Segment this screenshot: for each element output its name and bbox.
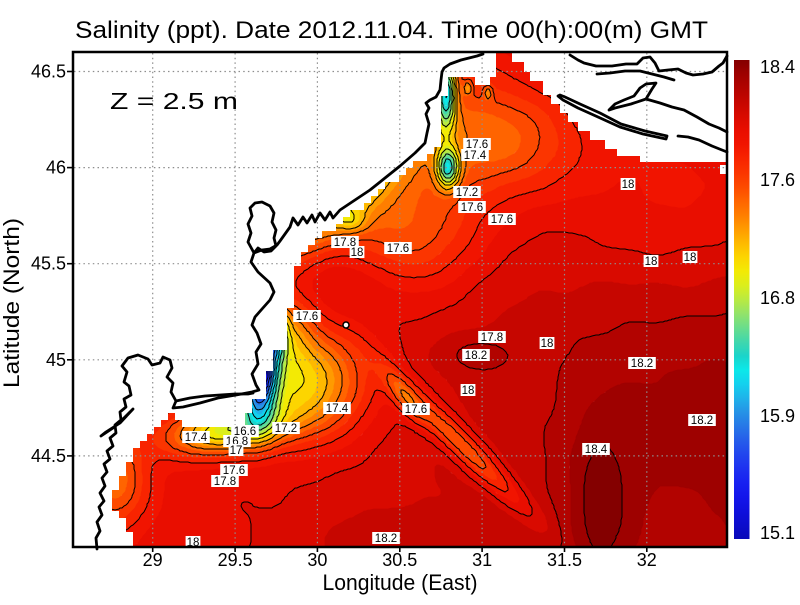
svg-text:16.8: 16.8 (760, 288, 795, 308)
svg-text:17.4: 17.4 (185, 432, 208, 444)
svg-text:45.5: 45.5 (31, 254, 66, 274)
svg-text:15.1: 15.1 (760, 523, 795, 543)
svg-text:18: 18 (622, 179, 635, 191)
svg-text:17.6: 17.6 (405, 404, 427, 416)
svg-text:18.2: 18.2 (631, 358, 653, 370)
svg-text:45: 45 (46, 350, 66, 370)
svg-text:44.5: 44.5 (31, 446, 66, 466)
svg-text:29.5: 29.5 (218, 550, 253, 570)
svg-text:18.4: 18.4 (585, 444, 608, 456)
svg-text:31: 31 (472, 550, 492, 570)
svg-text:17.6: 17.6 (760, 170, 795, 190)
svg-text:18: 18 (684, 252, 697, 264)
svg-text:30.5: 30.5 (382, 550, 417, 570)
svg-text:18: 18 (351, 247, 364, 259)
svg-text:46.5: 46.5 (31, 62, 66, 82)
svg-text:18: 18 (645, 256, 658, 268)
svg-text:17.2: 17.2 (275, 423, 297, 435)
svg-text:18: 18 (462, 385, 475, 397)
svg-text:32: 32 (637, 550, 657, 570)
svg-text:46: 46 (46, 158, 66, 178)
svg-text:17.6: 17.6 (466, 139, 488, 151)
svg-text:18.4: 18.4 (760, 57, 795, 77)
svg-text:17.6: 17.6 (223, 465, 245, 477)
svg-text:30: 30 (307, 550, 327, 570)
svg-text:17.4: 17.4 (464, 150, 487, 162)
svg-text:17.8: 17.8 (214, 476, 236, 488)
svg-text:31.5: 31.5 (547, 550, 582, 570)
svg-text:Z = 2.5 m: Z = 2.5 m (110, 88, 238, 114)
svg-text:17.4: 17.4 (326, 403, 349, 415)
svg-text:18: 18 (541, 338, 554, 350)
svg-text:Latitude (North): Latitude (North) (0, 218, 24, 388)
svg-text:17: 17 (230, 445, 243, 457)
svg-text:Salinity (ppt). Date 2012.11.0: Salinity (ppt). Date 2012.11.04. Time 00… (75, 17, 708, 44)
svg-text:17.6: 17.6 (491, 214, 513, 226)
svg-text:15.9: 15.9 (760, 406, 795, 426)
svg-text:29: 29 (143, 550, 163, 570)
svg-text:18.2: 18.2 (691, 415, 713, 427)
svg-text:18.2: 18.2 (465, 350, 487, 362)
svg-text:17.6: 17.6 (387, 243, 409, 255)
svg-text:17.8: 17.8 (481, 332, 503, 344)
svg-text:Longitude (East): Longitude (East) (323, 570, 478, 595)
svg-text:17.6: 17.6 (461, 202, 483, 214)
svg-text:17.6: 17.6 (296, 311, 318, 323)
svg-text:17.2: 17.2 (456, 187, 478, 199)
svg-text:18.2: 18.2 (375, 533, 397, 545)
